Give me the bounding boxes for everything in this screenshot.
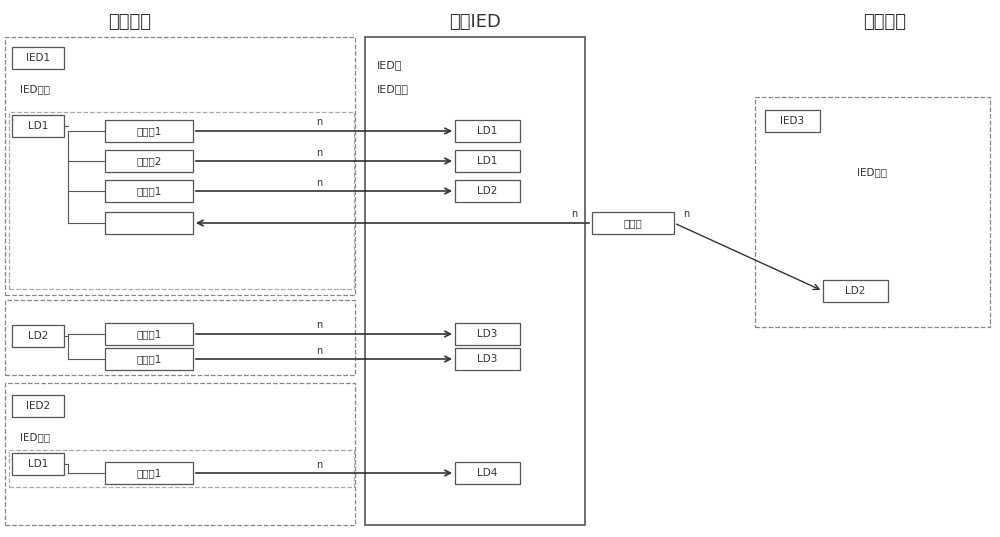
Bar [5,383,355,525]
Text: IED描述: IED描述 [20,432,50,442]
Text: IED3: IED3 [780,116,805,126]
Text: LD3: LD3 [477,354,498,364]
Bar [105,462,193,484]
Bar [12,453,64,475]
Text: 控制块1: 控制块1 [136,329,162,339]
Text: n: n [316,345,322,355]
Text: n: n [316,118,322,127]
Text: IED名: IED名 [377,60,402,70]
Text: 控制块1: 控制块1 [136,186,162,196]
Text: 控制块1: 控制块1 [136,354,162,364]
Text: LD4: LD4 [477,468,498,478]
Bar [12,395,64,417]
Text: IED描述: IED描述 [858,167,888,177]
Text: IED1: IED1 [26,53,50,63]
Bar [105,348,193,370]
Bar [9,450,354,487]
Bar [105,120,193,142]
Text: 发送设备: 发送设备 [108,13,152,31]
Text: n: n [316,148,322,157]
Text: n: n [316,321,322,330]
Text: IED2: IED2 [26,401,50,411]
Text: LD1: LD1 [28,121,48,131]
Text: LD1: LD1 [477,156,498,166]
Text: IED描述: IED描述 [377,84,409,94]
Text: LD2: LD2 [28,331,48,341]
Text: 控制块: 控制块 [624,218,642,228]
Text: n: n [316,460,322,469]
Bar [455,348,520,370]
Bar [105,212,193,234]
Bar [105,180,193,202]
Text: 控制块1: 控制块1 [136,468,162,478]
Text: n: n [683,209,689,219]
Bar [455,180,520,202]
Bar [9,112,354,289]
Bar [455,323,520,345]
Bar [755,97,990,327]
Bar [365,37,585,525]
Bar [455,150,520,172]
Bar [12,47,64,69]
Text: LD2: LD2 [845,286,866,296]
Text: 控制块1: 控制块1 [136,126,162,136]
Text: 接收设备: 接收设备 [864,13,906,31]
Text: LD1: LD1 [28,459,48,469]
Bar [105,150,193,172]
Bar [5,300,355,375]
Text: IED描述: IED描述 [20,84,50,94]
Text: 控制块2: 控制块2 [136,156,162,166]
Bar [455,120,520,142]
Bar [105,323,193,345]
Text: LD2: LD2 [477,186,498,196]
Text: n: n [571,209,577,219]
Text: n: n [316,178,322,187]
Bar [765,110,820,132]
Text: LD3: LD3 [477,329,498,339]
Bar [823,280,888,302]
Bar [455,462,520,484]
Text: LD1: LD1 [477,126,498,136]
Bar [12,115,64,137]
Text: 本地IED: 本地IED [449,13,501,31]
Bar [5,37,355,295]
Bar [592,212,674,234]
Bar [12,325,64,347]
